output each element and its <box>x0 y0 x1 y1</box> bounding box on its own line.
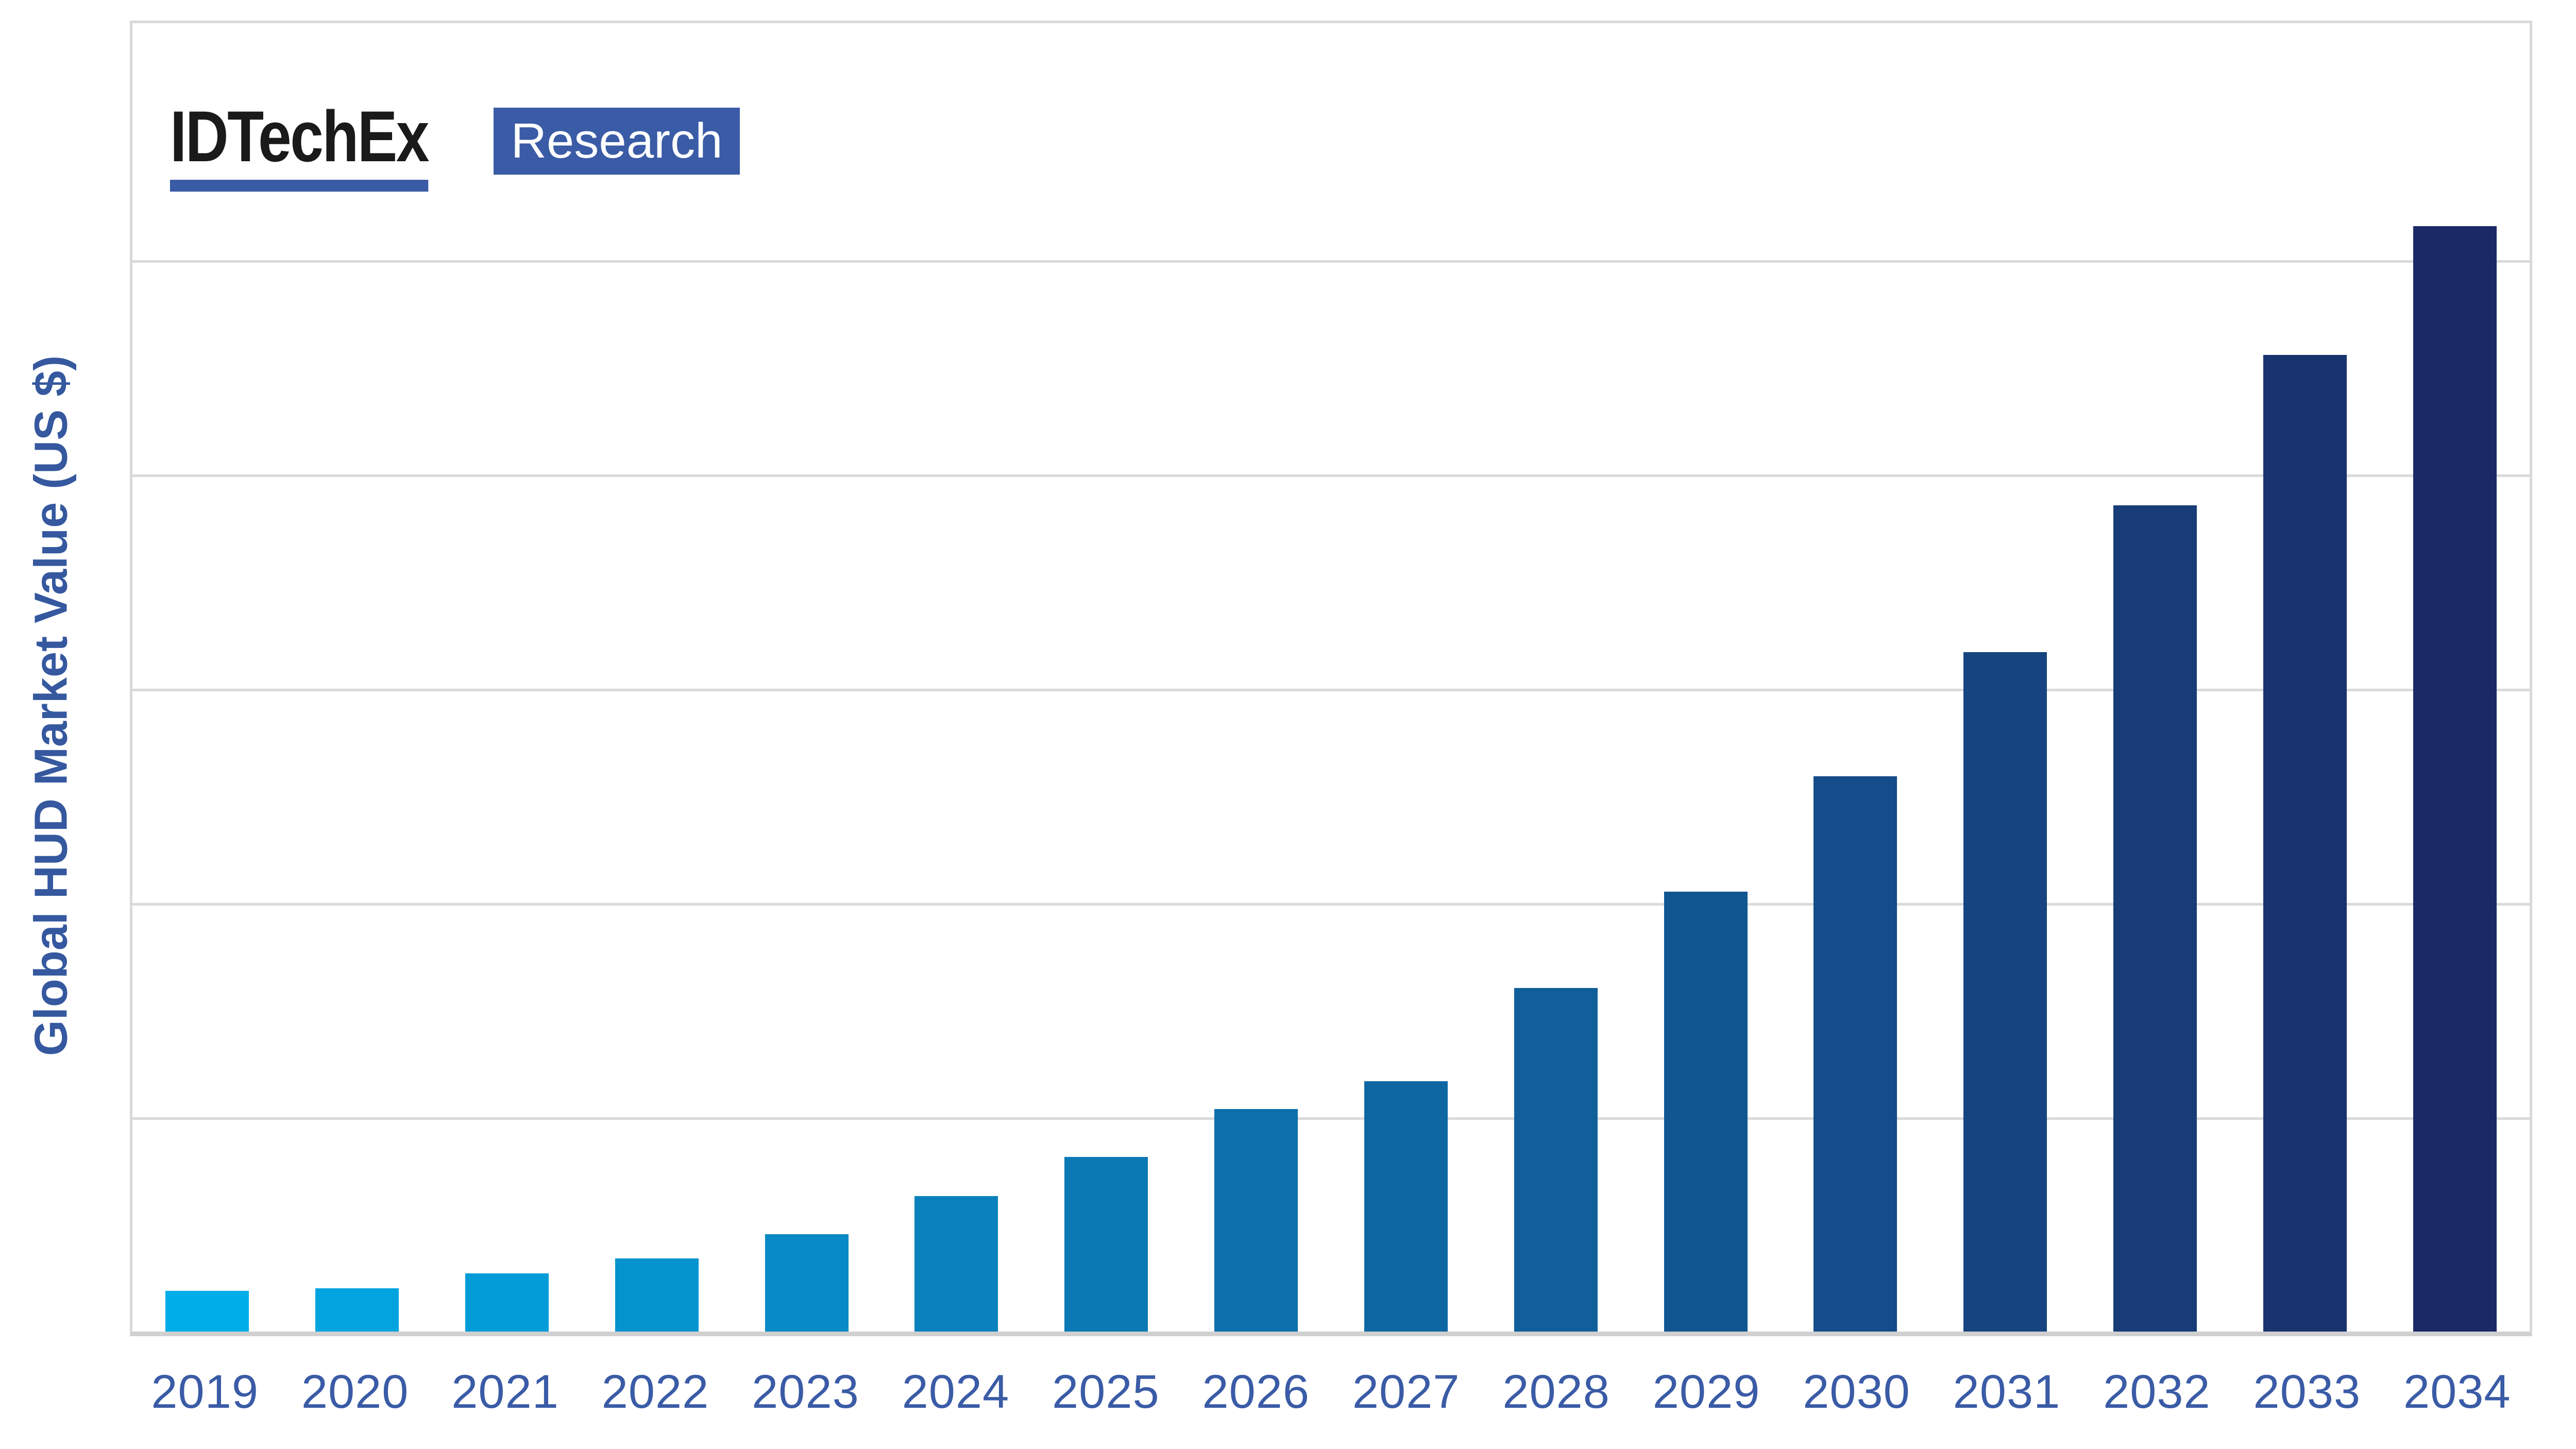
gridline <box>132 1117 2530 1120</box>
bar-slot-2019 <box>132 23 282 1332</box>
bar-slot-2032 <box>2080 23 2230 1332</box>
x-axis-labels: 2019 2020 2021 2022 2023 2024 2025 2026 2027 2028… <box>130 1366 2532 1418</box>
x-axis-label-2026: 2026 <box>1202 1366 1310 1418</box>
bar-slot-2030 <box>1781 23 1930 1332</box>
gridline <box>132 260 2530 263</box>
bar-2023 <box>765 1234 849 1332</box>
bar-2021 <box>465 1273 549 1332</box>
bar-2030 <box>1814 776 1897 1332</box>
bar-slot-2020 <box>282 23 432 1332</box>
bar-2026 <box>1214 1109 1298 1332</box>
x-axis-label-2031: 2031 <box>1953 1366 2061 1418</box>
bar-2031 <box>1963 652 2047 1332</box>
bar-2020 <box>315 1288 399 1332</box>
logo-brand-text: IDTechEx <box>170 96 429 177</box>
y-axis-title: Global HUD Market Value (US $) <box>25 355 77 1056</box>
bar-slot-2033 <box>2230 23 2380 1332</box>
logo-research-badge: Research <box>493 108 740 175</box>
bar-2027 <box>1364 1081 1448 1332</box>
x-axis-label-2034: 2034 <box>2403 1366 2511 1418</box>
x-axis-label-2020: 2020 <box>301 1366 409 1418</box>
x-axis-label-2027: 2027 <box>1352 1366 1460 1418</box>
bar-slot-2023 <box>732 23 882 1332</box>
bar-2029 <box>1664 892 1748 1332</box>
gridline <box>132 474 2530 478</box>
bar-slot-2022 <box>582 23 732 1332</box>
x-axis-label-2032: 2032 <box>2103 1366 2211 1418</box>
bar-slot-2028 <box>1481 23 1631 1332</box>
bar-2033 <box>2263 354 2347 1332</box>
gridline <box>132 689 2530 692</box>
bar-2024 <box>914 1196 998 1332</box>
bar-2022 <box>615 1258 699 1332</box>
bar-2019 <box>165 1291 249 1332</box>
bar-2028 <box>1514 988 1598 1332</box>
idtechex-logo: IDTechEx Research <box>170 100 740 192</box>
x-axis-label-2019: 2019 <box>151 1366 259 1418</box>
logo-underline-bar <box>170 180 428 192</box>
bar-slot-2034 <box>2380 23 2530 1332</box>
x-axis-label-2021: 2021 <box>451 1366 559 1418</box>
bar-2032 <box>2113 505 2197 1332</box>
bar-slot-2024 <box>882 23 1031 1332</box>
x-axis-label-2028: 2028 <box>1502 1366 1610 1418</box>
bar-slot-2029 <box>1631 23 1781 1332</box>
bar-slot-2026 <box>1181 23 1331 1332</box>
x-axis-label-2033: 2033 <box>2253 1366 2361 1418</box>
bar-slot-2031 <box>1930 23 2080 1332</box>
gridline <box>132 902 2530 906</box>
bar-2025 <box>1064 1156 1148 1332</box>
x-axis-label-2023: 2023 <box>752 1366 859 1418</box>
bar-slot-2027 <box>1331 23 1481 1332</box>
x-axis-label-2029: 2029 <box>1652 1366 1760 1418</box>
bar-slot-2025 <box>1031 23 1181 1332</box>
logo-brand-block: IDTechEx <box>170 96 429 192</box>
bar-slot-2021 <box>432 23 582 1332</box>
x-axis-label-2024: 2024 <box>902 1366 1010 1418</box>
bar-2034 <box>2413 226 2497 1332</box>
x-axis-label-2030: 2030 <box>1803 1366 1910 1418</box>
plot-area: IDTechEx Research <box>130 21 2532 1336</box>
x-axis-label-2022: 2022 <box>601 1366 709 1418</box>
bars-container <box>132 23 2530 1332</box>
x-axis-label-2025: 2025 <box>1052 1366 1160 1418</box>
